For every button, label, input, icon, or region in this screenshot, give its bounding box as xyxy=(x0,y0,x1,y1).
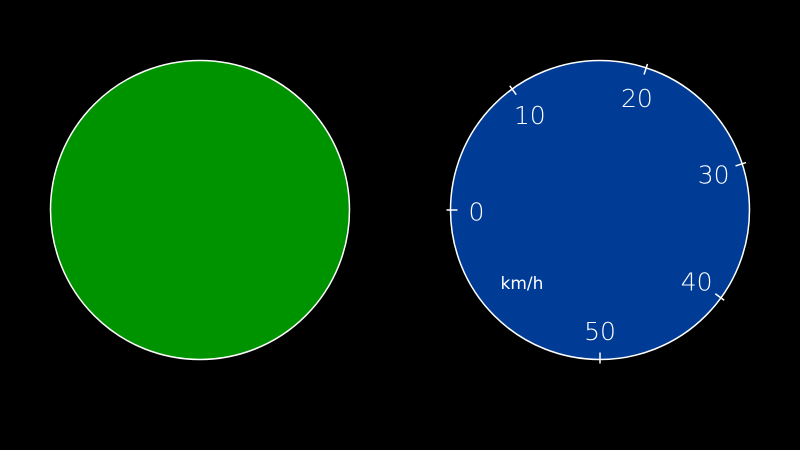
speedometer-face xyxy=(449,59,751,361)
tick-label-40: 40 xyxy=(681,268,713,297)
tick-mark-10 xyxy=(509,85,517,96)
tick-mark-40 xyxy=(714,293,725,301)
tick-mark-20 xyxy=(643,63,649,75)
tick-label-10: 10 xyxy=(514,101,546,130)
tick-label-0: 0 xyxy=(469,198,485,227)
speedometer-dial: 0 10 20 30 40 50 km/h xyxy=(446,59,751,364)
tick-label-30: 30 xyxy=(698,161,730,190)
speed-unit-label: km/h xyxy=(501,274,544,294)
tick-mark-30 xyxy=(735,161,747,167)
tick-label-20: 20 xyxy=(621,84,653,113)
tick-label-50: 50 xyxy=(584,317,616,346)
speedometer-ticks: 0 10 20 30 40 50 xyxy=(446,63,747,364)
green-dial xyxy=(49,59,351,361)
